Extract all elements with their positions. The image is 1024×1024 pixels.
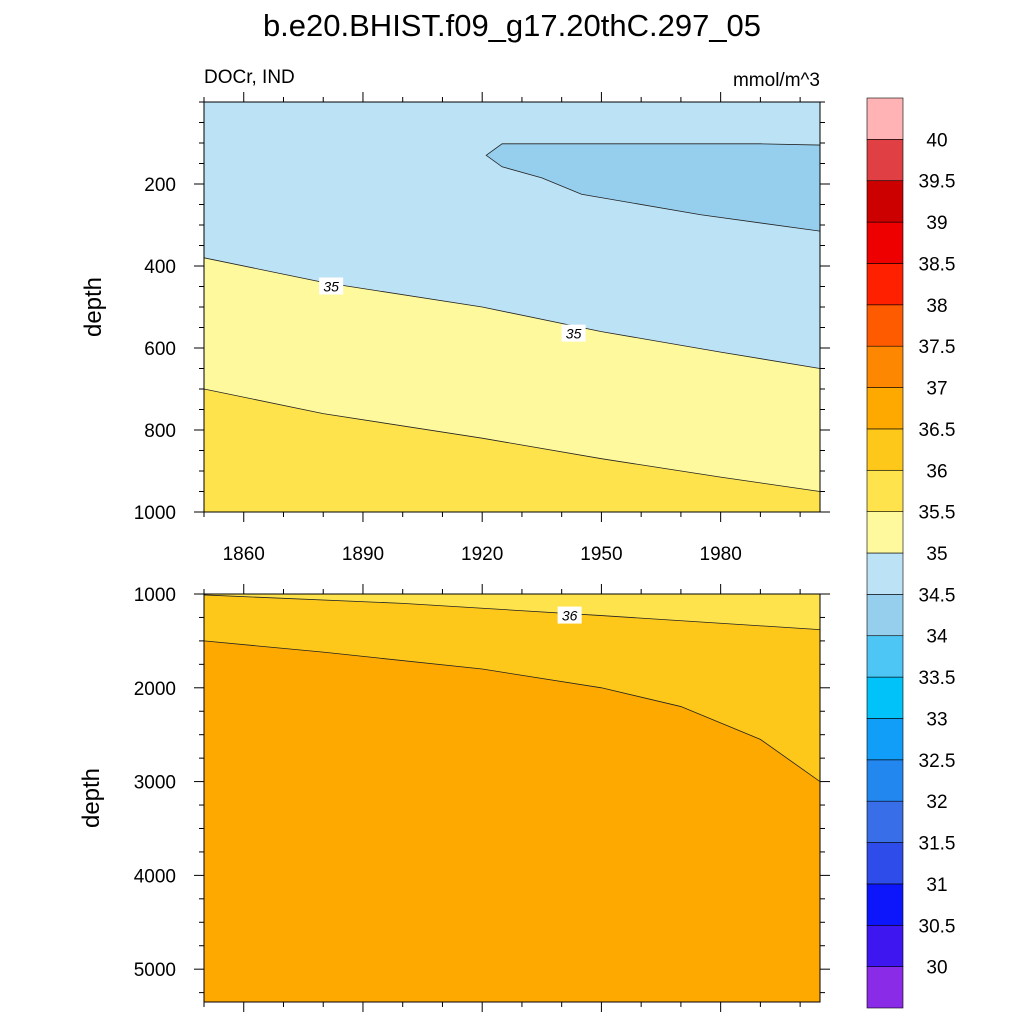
colorbar-swatch [866,139,904,182]
colorbar-swatch [866,924,904,967]
colorbar-label: 40 [926,130,947,151]
colorbar-label: 36.5 [919,420,956,441]
contour-label-bg [557,606,582,624]
x-tick-label: 1920 [461,544,503,565]
colorbar-label: 33 [926,709,947,730]
colorbar-swatch [866,180,904,223]
y-tick-label: 800 [144,421,176,442]
contour-line-35-35.5 [204,388,820,492]
y-tick-label: 5000 [134,960,176,981]
x-tick-label: 1980 [700,544,742,565]
colorbar-label: 37.5 [919,337,956,358]
y-axis-label: depth [80,277,107,337]
colorbar-swatch [866,221,904,264]
y-tick-label: 3000 [134,773,176,794]
colorbar-swatch [866,759,904,802]
colorbar-label: 38.5 [919,254,956,275]
contour-region-36-36.5 [204,594,820,782]
contour-label: 35 [566,326,582,342]
y-tick-label: 400 [144,257,176,278]
lower-panel: 36 1000 2000 3000 4000 5000 depth [78,584,830,1012]
contour-label-bg [561,324,586,342]
y-tick-label: 2000 [134,679,176,700]
x-tick-label: 1860 [223,544,265,565]
colorbar-swatch [866,676,904,719]
colorbar-swatch [866,635,904,678]
colorbar-swatch [866,428,904,471]
upper-panel: 35 35 1860 1890 1920 1950 1980 200 400 600 800 1000… [80,92,830,565]
lower-contour-fills [204,594,820,1002]
colorbar-label: 32.5 [919,751,956,772]
colorbar-swatch [866,304,904,347]
colorbar-label: 31.5 [919,834,956,855]
contour-region-35.5-36 [204,594,820,630]
y-tick-label: 200 [144,175,176,196]
contour-line-35.5-36 [204,594,820,631]
colorbar-swatch [866,552,904,595]
upper-contour-fills [204,102,820,512]
x-tick-label: 1950 [580,544,622,565]
contour-line-36-36.5 [204,640,820,782]
colorbar-swatch [866,469,904,512]
colorbar-label: 39.5 [919,172,956,193]
colorbar-label: 34 [926,627,948,648]
colorbar-label: 39 [926,213,947,234]
colorbar-label: 37 [926,379,947,400]
x-tick-label: 1890 [342,544,384,565]
colorbar-label: 31 [926,875,947,896]
colorbar-swatch [866,718,904,761]
y-tick-label: 600 [144,339,176,360]
contour-label: 35 [323,279,339,295]
colorbar-swatch [866,97,904,140]
chart-title: b.e20.BHIST.f09_g17.20thC.297_05 [263,8,761,43]
colorbar-swatch [866,966,904,1009]
y-tick-label: 1000 [134,585,176,606]
contour-label: 36 [562,608,578,624]
colorbar-swatch [866,842,904,885]
colorbar-swatch [866,883,904,926]
colorbar-label: 36 [926,461,947,482]
colorbar-label: 35.5 [919,503,956,524]
contour-line-34.5-35 [204,257,820,369]
colorbar-label: 30.5 [919,916,956,937]
contour-region-<34.5 [485,143,820,232]
colorbar-label: 33.5 [919,668,956,689]
colorbar-swatch [866,594,904,637]
colorbar-swatch [866,800,904,843]
lower-plot-frame [203,593,821,1003]
units-label: mmol/m^3 [733,70,820,91]
colorbar-label: 32 [926,792,947,813]
colorbar-swatch [866,511,904,554]
colorbar-label: 38 [926,296,947,317]
colorbar-swatch [866,387,904,430]
y-tick-label: 1000 [134,503,176,524]
colorbar: 30 30.5 31 31.5 32 32.5 33 33.5 34 34.5 35 35.5 36 36… [866,97,956,1009]
colorbar-swatch [866,263,904,306]
colorbar-swatch [866,345,904,388]
colorbar-label: 35 [926,544,947,565]
colorbar-label: 34.5 [919,585,956,606]
colorbar-label: 30 [926,958,947,979]
contour-label-bg [319,277,344,295]
y-tick-label: 4000 [134,866,176,887]
y-axis-label: depth [78,768,105,828]
variable-label: DOCr, IND [204,67,295,88]
